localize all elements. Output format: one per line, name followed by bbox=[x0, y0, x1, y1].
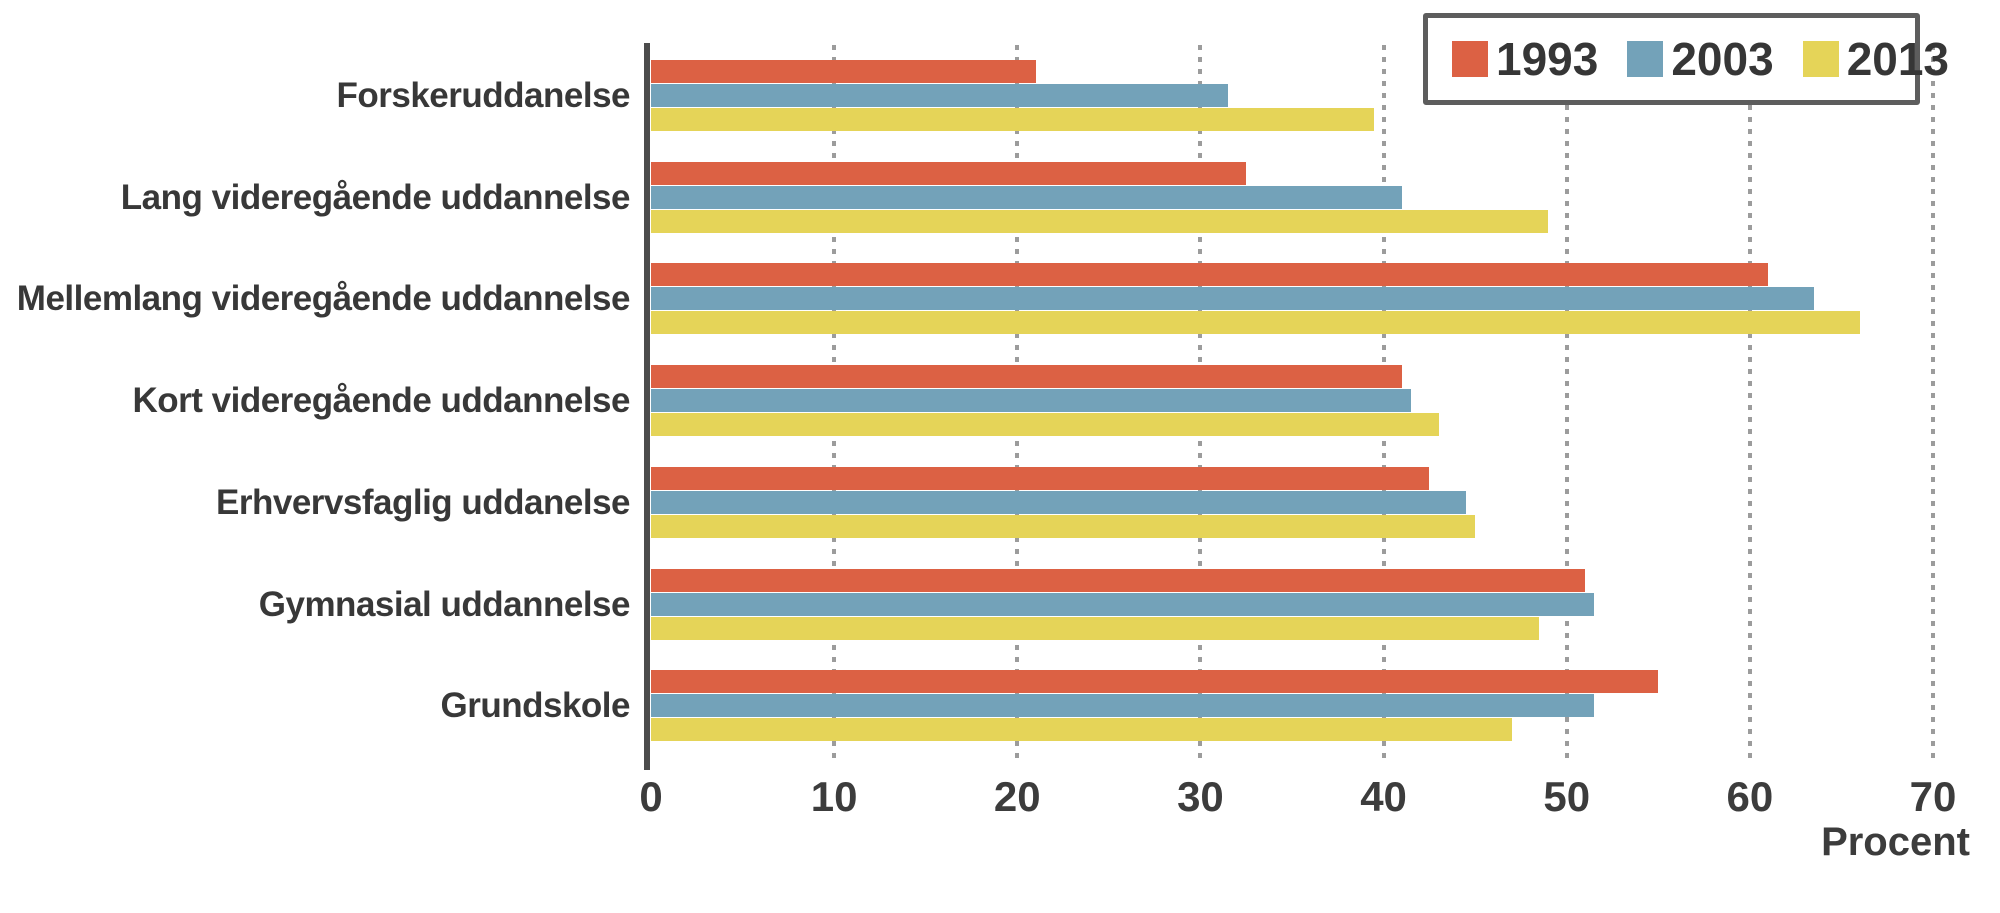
bar-2003 bbox=[651, 592, 1595, 616]
bar-2003 bbox=[651, 694, 1595, 718]
bar-2003 bbox=[651, 490, 1466, 514]
bar-2013 bbox=[651, 209, 1549, 233]
bar-1993 bbox=[651, 670, 1659, 694]
bar-2013 bbox=[651, 108, 1375, 131]
plot-area bbox=[651, 45, 1935, 765]
category-label: Grundskole bbox=[440, 686, 631, 726]
category-label: Gymnasial uddannelse bbox=[258, 584, 631, 624]
category-label: Erhvervsfaglig uddanelse bbox=[216, 482, 630, 522]
gridline-60 bbox=[1747, 45, 1752, 765]
bar-1993 bbox=[651, 466, 1430, 490]
x-tick-label: 30 bbox=[1177, 773, 1224, 820]
legend-item-2013: 2013 bbox=[1802, 33, 1950, 85]
x-tick-label: 20 bbox=[993, 773, 1041, 820]
bar-group bbox=[651, 365, 1933, 437]
legend-swatch-icon bbox=[1452, 41, 1488, 77]
bar-2013 bbox=[651, 514, 1476, 538]
x-tick-label: 0 bbox=[639, 773, 663, 820]
gridline-50 bbox=[1564, 45, 1569, 765]
bar-2013 bbox=[651, 616, 1540, 640]
bar-1993 bbox=[651, 263, 1769, 287]
bar-group bbox=[651, 161, 1933, 234]
x-axis-title: Procent bbox=[1821, 820, 1970, 864]
legend-label: 1993 bbox=[1496, 33, 1599, 85]
legend-swatch-icon bbox=[1627, 41, 1664, 77]
x-tick-label: 60 bbox=[1726, 773, 1774, 820]
x-tick-label: 70 bbox=[1909, 773, 1957, 820]
bar-2003 bbox=[651, 84, 1228, 107]
bar-1993 bbox=[651, 60, 1036, 83]
legend-item-2003: 2003 bbox=[1627, 33, 1774, 85]
bar-group bbox=[651, 466, 1933, 539]
bar-group bbox=[651, 60, 1933, 132]
bar-2013 bbox=[651, 413, 1439, 437]
bar-2013 bbox=[651, 718, 1512, 742]
bar-2003 bbox=[651, 287, 1814, 311]
bar-2013 bbox=[651, 311, 1860, 335]
bar-group bbox=[651, 670, 1933, 742]
legend-label: 2013 bbox=[1846, 33, 1950, 85]
x-tick-label: 40 bbox=[1360, 773, 1407, 820]
bar-group bbox=[651, 568, 1933, 641]
x-tick-label: 50 bbox=[1543, 773, 1591, 820]
y-axis-line bbox=[644, 43, 650, 770]
x-tick-label: 10 bbox=[810, 773, 858, 820]
gridline-70 bbox=[1931, 45, 1935, 765]
category-label: Lang videregående uddannelse bbox=[120, 177, 631, 217]
legend-label: 2003 bbox=[1671, 33, 1774, 85]
category-label: Forskeruddanelse bbox=[336, 76, 631, 115]
bar-2003 bbox=[651, 389, 1412, 413]
bar-group bbox=[651, 263, 1933, 335]
legend-item-1993: 1993 bbox=[1452, 36, 1598, 82]
bar-1993 bbox=[651, 161, 1247, 185]
bar-1993 bbox=[651, 568, 1586, 592]
category-label: Mellemlang videregående uddannelse bbox=[16, 279, 631, 319]
category-label: Kort videregående uddannelse bbox=[132, 381, 630, 421]
bar-1993 bbox=[651, 365, 1402, 389]
legend-swatch-icon bbox=[1802, 41, 1839, 77]
bar-2003 bbox=[651, 185, 1402, 209]
legend: 1993 2003 2013 bbox=[1423, 13, 1949, 105]
